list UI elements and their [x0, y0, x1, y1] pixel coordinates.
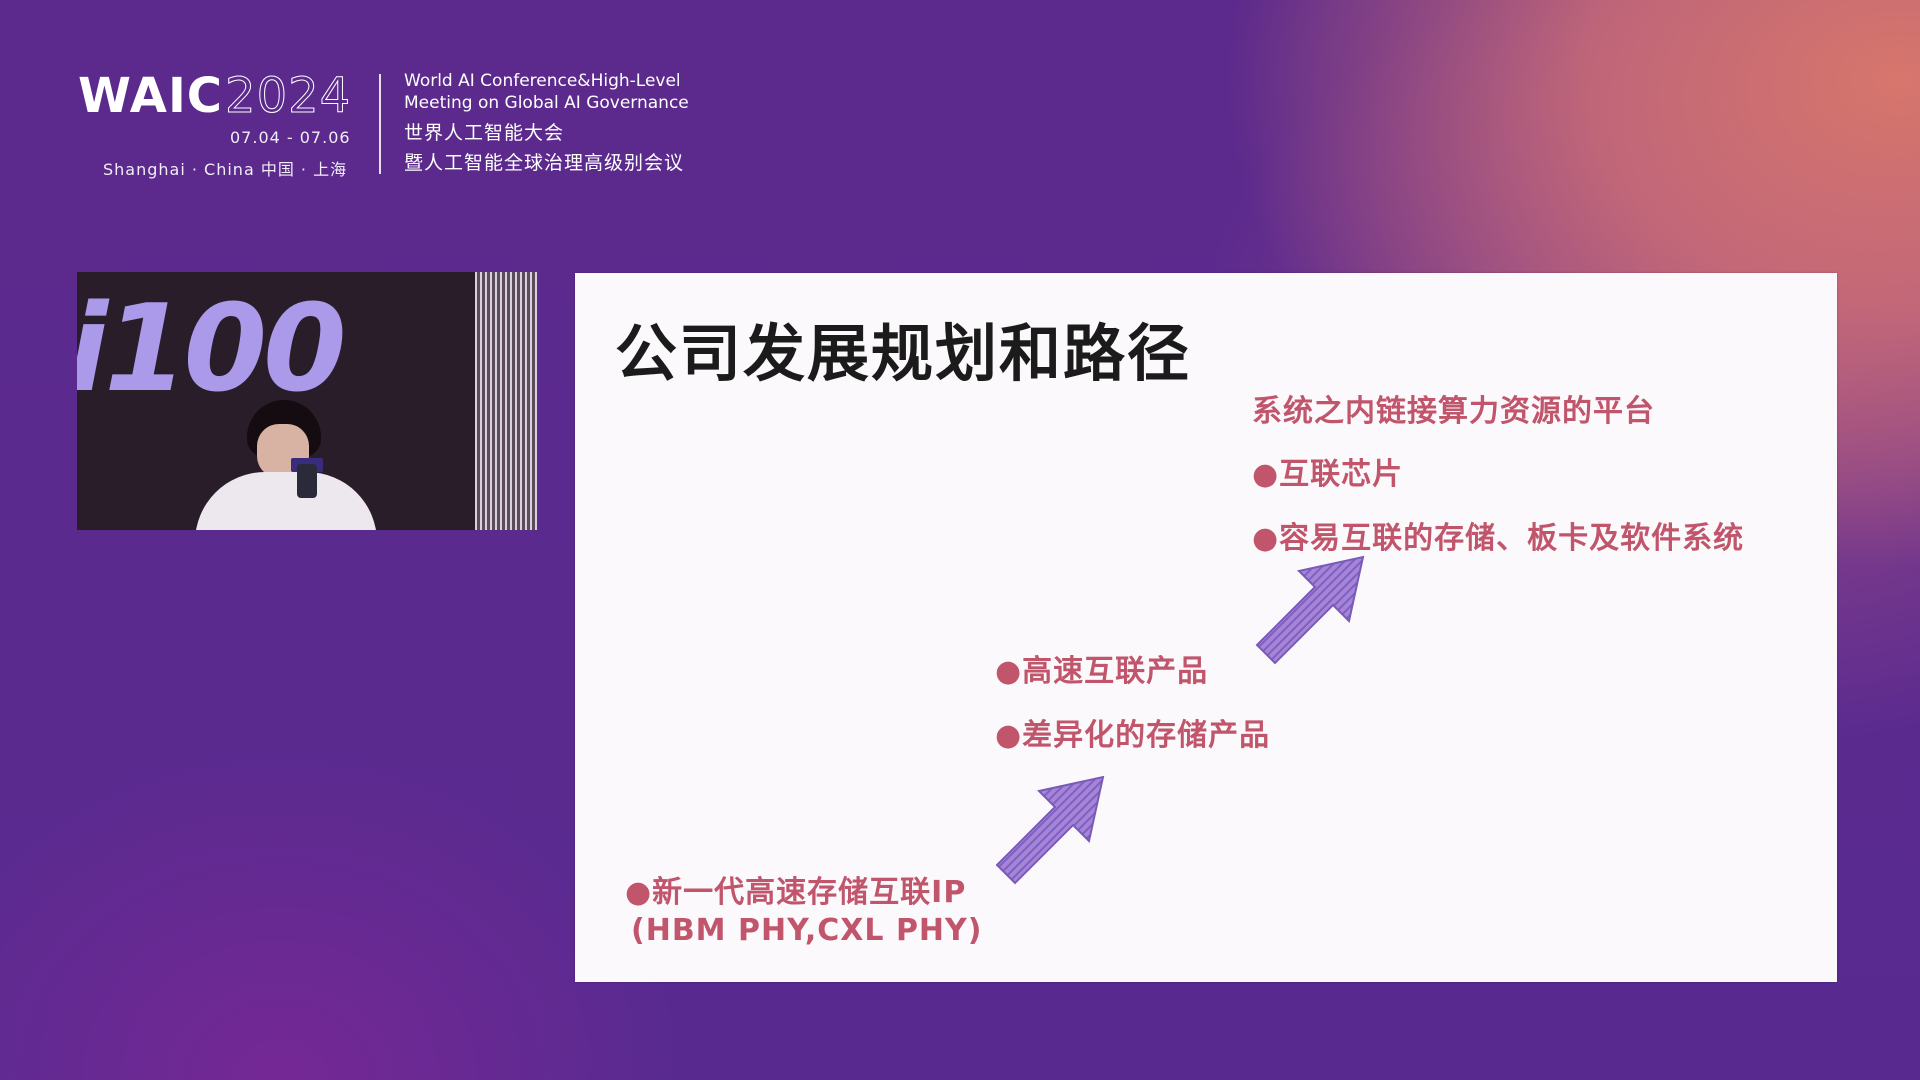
speaker-video: i100 [77, 272, 537, 530]
microphone-icon [297, 464, 317, 498]
conference-name: World AI Conference&High-Level Meeting o… [404, 70, 724, 178]
header-divider [379, 74, 381, 174]
stage3-item-2: ●容易互联的存储、板卡及软件系统 [1252, 521, 1745, 556]
growth-arrow-upper-icon [1255, 555, 1365, 665]
growth-arrow-lower-icon [995, 775, 1105, 885]
stage2-item-1: ●高速互联产品 [995, 654, 1209, 689]
stage2-item-2: ●差异化的存储产品 [995, 718, 1271, 753]
speaker-figure [195, 400, 377, 530]
logo-year-text: 2024 [225, 68, 352, 125]
conference-location: Shanghai · China 中国 · 上海 [103, 160, 348, 179]
stage3-heading: 系统之内链接算力资源的平台 [1252, 394, 1655, 429]
conference-name-zh-2: 暨人工智能全球治理高级别会议 [404, 152, 685, 174]
conference-name-zh-1: 世界人工智能大会 [404, 122, 565, 144]
conference-dates: 07.04 - 07.06 [230, 128, 351, 147]
stage3-item-1: ●互联芯片 [1252, 457, 1404, 492]
stage1-item-1: ●新一代高速存储互联IP [625, 875, 967, 910]
video-led-stripes [475, 272, 537, 530]
waic-logo: WAIC2024 [78, 68, 352, 125]
video-backdrop-text: i100 [77, 280, 347, 419]
conference-name-en-1: World AI Conference&High-Level [404, 71, 681, 91]
slide-title: 公司发展规划和路径 [615, 317, 1192, 390]
conference-name-en-2: Meeting on Global AI Governance [404, 93, 689, 113]
stage1-item-2: (HBM PHY,CXL PHY) [631, 913, 983, 948]
presentation-slide: 公司发展规划和路径 系统之内链接算力资源的平台 ●互联芯片 ●容易互联的存储、板… [575, 273, 1837, 982]
logo-waic-text: WAIC [78, 68, 224, 124]
